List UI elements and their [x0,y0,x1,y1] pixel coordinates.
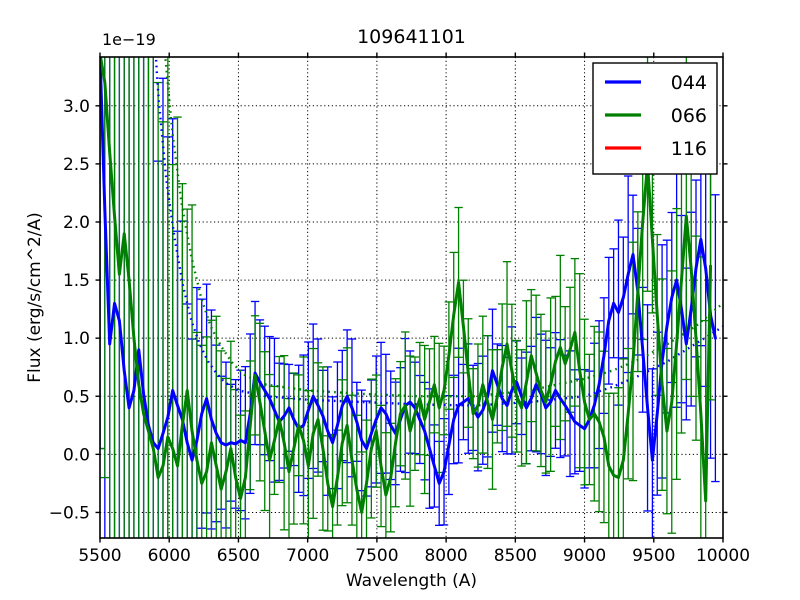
x-tick-label: 9000 [563,546,606,566]
y-axis-title: Flux (erg/s/cm^2/A) [25,212,45,383]
y-tick-label: 2.5 [63,155,90,175]
x-tick-label: 9500 [632,546,675,566]
series-line-layer [100,57,717,514]
y-tick-label: 1.5 [63,271,90,291]
y-tick-label: 0.0 [63,445,90,465]
page-title: 109641101 [357,26,466,48]
series-line-044 [100,57,717,485]
noise-curve-layer [154,57,723,407]
x-tick-label: 8000 [424,546,467,566]
y-tick-label: 2.0 [63,213,90,233]
y-axis-offset-label: 1e−19 [102,30,156,49]
x-tick-label: 7500 [355,546,398,566]
y-tick-label: 0.5 [63,387,90,407]
y-tick-label: −0.5 [49,503,90,523]
y-tick-label: 1.0 [63,329,90,349]
x-tick-label: 10000 [696,546,750,566]
noise-sigma-curve [164,57,723,398]
y-tick-label: 3.0 [63,97,90,117]
axes-frame [99,56,724,539]
x-tick-label: 6000 [148,546,191,566]
data-region [100,57,723,538]
x-tick-label: 6500 [217,546,260,566]
x-tick-label: 7000 [286,546,329,566]
series-line-066 [100,57,713,514]
axes-spines [99,56,724,539]
tick-labels: 5500 6000 6500 7000 7500 8000 8500 9000 9500 1000… [49,97,750,566]
x-tick-label: 5500 [78,546,121,566]
legend-label-044[interactable]: 044 [671,72,707,94]
x-axis-title: Wavelength (A) [346,571,477,591]
legend[interactable]: 044 066 116 [592,62,718,175]
legend-label-066[interactable]: 066 [671,105,707,127]
x-tick-label: 8500 [494,546,537,566]
legend-label-116[interactable]: 116 [671,138,707,160]
tickmarks [95,52,728,543]
